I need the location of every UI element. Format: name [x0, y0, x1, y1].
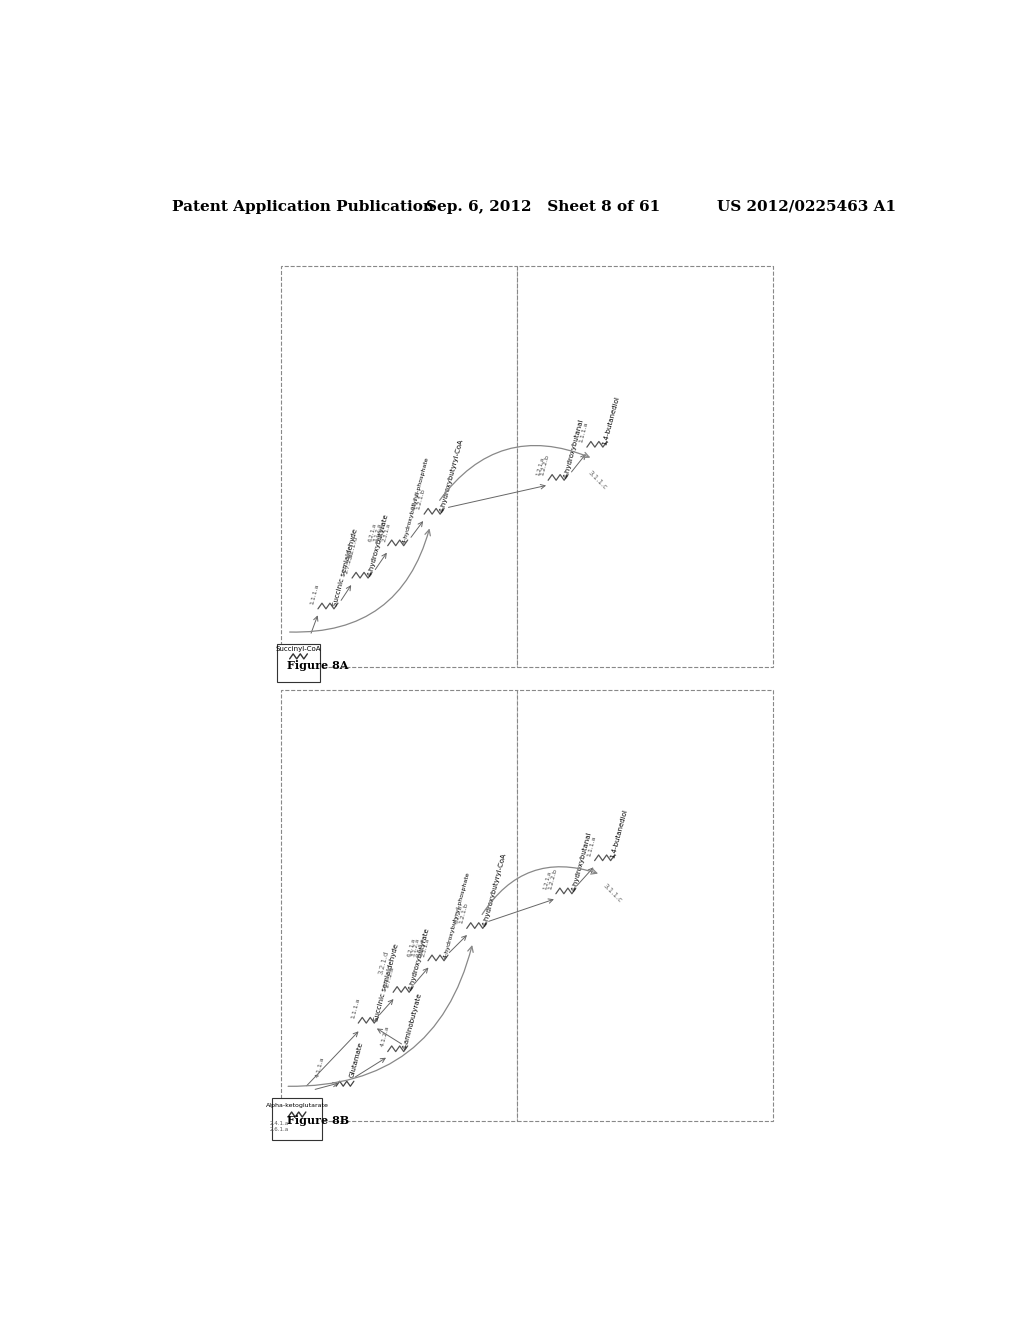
Text: Figure 8B: Figure 8B	[287, 1114, 349, 1126]
Text: 1.1.1.a: 1.1.1.a	[587, 834, 597, 857]
Text: 1,4-butanediol: 1,4-butanediol	[601, 395, 621, 446]
Text: 4-hydroxybutanal: 4-hydroxybutanal	[563, 417, 585, 479]
Text: 4-hydroxybutyrate: 4-hydroxybutyrate	[408, 927, 430, 991]
Bar	[272, 1098, 322, 1140]
Text: 2.6.1.a: 2.6.1.a	[270, 1127, 289, 1133]
Text: 4-hydroxybutanal: 4-hydroxybutanal	[570, 832, 592, 892]
Text: 1.2.1.a: 1.2.1.a	[543, 870, 553, 890]
Text: 4.1.1.a: 4.1.1.a	[315, 1056, 326, 1078]
Text: 1.2.1.b: 1.2.1.b	[459, 903, 469, 924]
Text: 3.1.2.a: 3.1.2.a	[373, 521, 382, 543]
Text: 4-aminobutyrate: 4-aminobutyrate	[402, 993, 423, 1051]
Text: Sep. 6, 2012   Sheet 8 of 61: Sep. 6, 2012 Sheet 8 of 61	[426, 199, 660, 214]
Text: US 2012/0225463 A1: US 2012/0225463 A1	[717, 199, 896, 214]
Text: 2.3.1.a: 2.3.1.a	[382, 521, 391, 543]
Text: 1.2.2.b: 1.2.2.b	[540, 454, 550, 477]
Text: 4.1.2.a: 4.1.2.a	[380, 1026, 390, 1048]
Text: 2.4.1.a: 2.4.1.a	[270, 1121, 289, 1126]
Text: 1.1.1.a: 1.1.1.a	[350, 997, 360, 1019]
Text: 2.3.1.a: 2.3.1.a	[421, 937, 430, 957]
Text: 2.7.2.a: 2.7.2.a	[385, 966, 395, 989]
Text: 3.2.2.b: 3.2.2.b	[454, 904, 464, 924]
Text: 1.2.2.b: 1.2.2.b	[548, 867, 558, 890]
Text: 4-hydroxybutyrate: 4-hydroxybutyrate	[367, 512, 389, 577]
Bar	[517, 689, 773, 1121]
Text: 4-hydroxybutyryl-CoA: 4-hydroxybutyryl-CoA	[481, 851, 507, 927]
Text: 3.1.1.c: 3.1.1.c	[586, 469, 607, 491]
Text: Succinic semialdehyde: Succinic semialdehyde	[373, 942, 399, 1022]
Bar	[281, 267, 517, 667]
Text: Succinic semialdehyde: Succinic semialdehyde	[333, 528, 359, 607]
Text: Figure 8A: Figure 8A	[287, 660, 348, 672]
Bar	[517, 267, 773, 667]
Bar	[276, 644, 321, 682]
Text: 4-hydroxybutyryl-CoA: 4-hydroxybutyryl-CoA	[438, 438, 464, 512]
Text: 2.8.3.a: 2.8.3.a	[377, 521, 387, 543]
Text: 6.2.1.a: 6.2.1.a	[368, 521, 378, 543]
Text: 6.2.1.a: 6.2.1.a	[407, 937, 417, 957]
Text: 3.1.1.c: 3.1.1.c	[602, 883, 623, 904]
Text: 1.1.1.a: 1.1.1.a	[579, 421, 589, 444]
Text: 3.2.2.b: 3.2.2.b	[412, 491, 421, 511]
Text: 2.7.2.a: 2.7.2.a	[344, 552, 354, 574]
Text: 2.8.3.a: 2.8.3.a	[416, 937, 426, 957]
Text: 3.1.2.a: 3.1.2.a	[412, 937, 421, 957]
Text: 3.2.1.d: 3.2.1.d	[347, 535, 358, 560]
Text: 4-hydroxybutyryl-phosphate: 4-hydroxybutyryl-phosphate	[402, 457, 430, 544]
Text: Succinyl-CoA: Succinyl-CoA	[275, 645, 322, 652]
Text: Patent Application Publication: Patent Application Publication	[172, 199, 434, 214]
Text: 4-hydroxybutyryl-phosphate: 4-hydroxybutyryl-phosphate	[442, 871, 471, 960]
Text: 1.2.1.a: 1.2.1.a	[536, 457, 545, 477]
Text: Alpha-ketoglutarate: Alpha-ketoglutarate	[265, 1104, 329, 1107]
Bar	[281, 689, 517, 1121]
Text: 1.1.1.a: 1.1.1.a	[310, 583, 321, 605]
Text: Glutamate: Glutamate	[349, 1041, 365, 1078]
Text: 1,4-butanediol: 1,4-butanediol	[609, 808, 629, 859]
Text: 1.2.1.b: 1.2.1.b	[416, 488, 426, 511]
Text: 3.2.1.d: 3.2.1.d	[378, 950, 390, 975]
